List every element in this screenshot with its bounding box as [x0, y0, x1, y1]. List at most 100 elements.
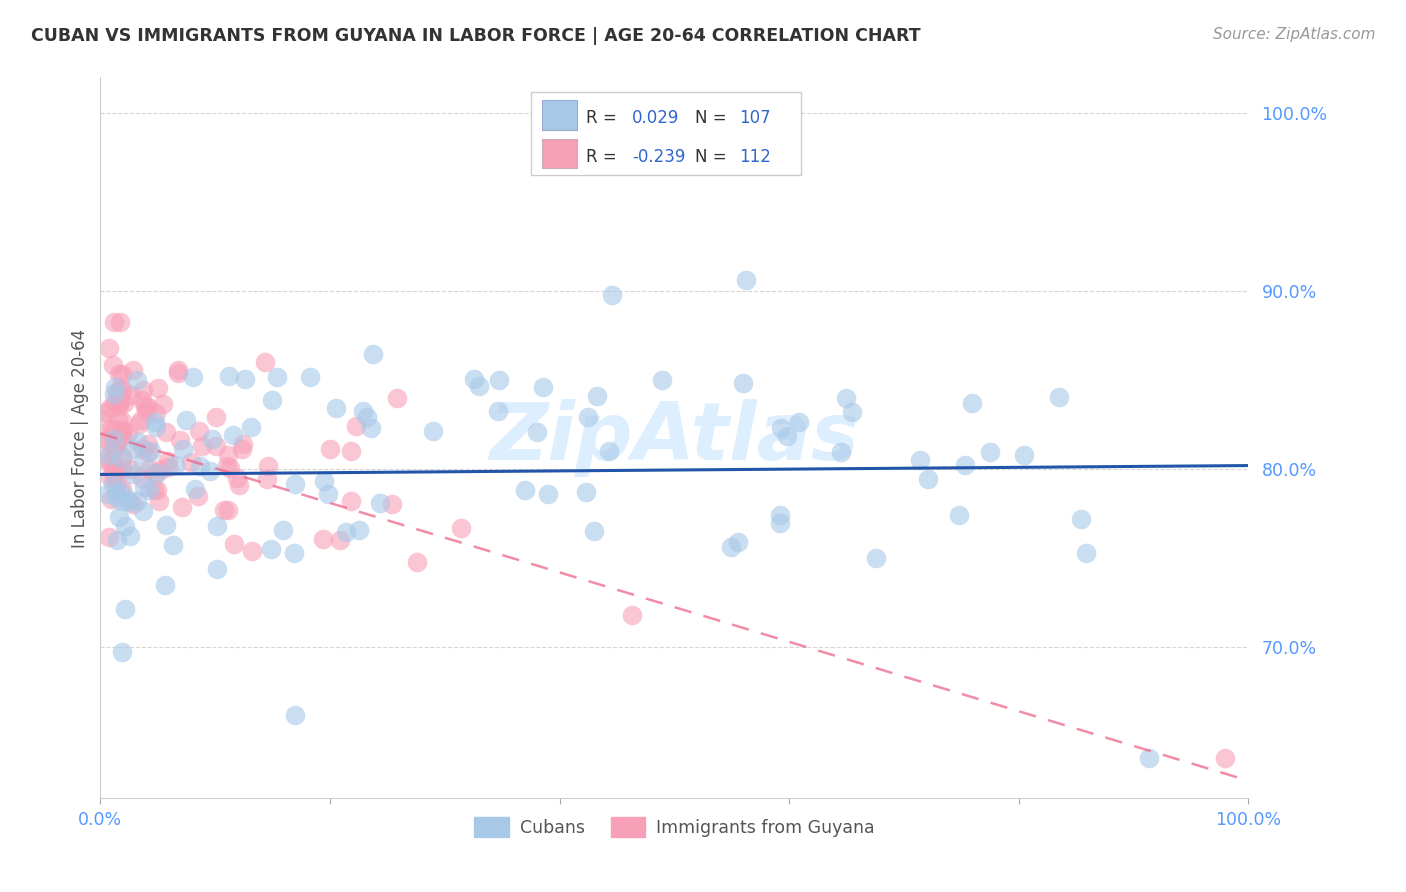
Point	[117, 492, 139, 507]
Point	[103, 315, 125, 329]
Point	[111, 414, 134, 428]
Point	[240, 544, 263, 558]
Text: R =: R =	[586, 110, 621, 128]
Point	[347, 523, 370, 537]
Point	[187, 489, 209, 503]
Point	[121, 467, 143, 481]
Point	[127, 373, 149, 387]
Point	[215, 458, 238, 473]
Point	[112, 396, 135, 410]
Point	[468, 379, 491, 393]
Point	[105, 533, 128, 547]
Point	[167, 367, 190, 381]
Point	[335, 524, 357, 539]
Point	[325, 401, 347, 415]
Point	[118, 529, 141, 543]
Point	[955, 458, 977, 472]
Point	[94, 433, 117, 447]
Point	[960, 395, 983, 409]
Point	[97, 455, 120, 469]
Point	[360, 420, 382, 434]
Point	[352, 403, 374, 417]
Text: 107: 107	[738, 110, 770, 128]
Point	[110, 430, 132, 444]
Text: 112: 112	[738, 147, 770, 166]
Point	[162, 538, 184, 552]
Point	[135, 404, 157, 418]
Point	[188, 424, 211, 438]
Point	[103, 395, 125, 409]
Point	[110, 393, 132, 408]
Point	[93, 450, 115, 465]
Point	[620, 607, 643, 622]
Point	[157, 454, 180, 468]
Point	[651, 373, 673, 387]
Point	[574, 484, 596, 499]
Point	[103, 477, 125, 491]
Point	[450, 521, 472, 535]
Point	[356, 410, 378, 425]
Point	[318, 442, 340, 457]
Point	[96, 432, 118, 446]
Point	[217, 503, 239, 517]
Point	[108, 388, 131, 402]
Point	[720, 541, 742, 555]
Point	[733, 376, 755, 391]
Point	[132, 442, 155, 457]
Point	[114, 602, 136, 616]
Point	[260, 541, 283, 556]
Point	[217, 448, 239, 462]
Point	[122, 363, 145, 377]
Point	[585, 389, 607, 403]
Point	[488, 373, 510, 387]
Point	[105, 475, 128, 490]
Point	[103, 464, 125, 478]
Text: CUBAN VS IMMIGRANTS FROM GUYANA IN LABOR FORCE | AGE 20-64 CORRELATION CHART: CUBAN VS IMMIGRANTS FROM GUYANA IN LABOR…	[31, 27, 921, 45]
Point	[166, 363, 188, 377]
Text: Source: ZipAtlas.com: Source: ZipAtlas.com	[1212, 27, 1375, 42]
Point	[142, 483, 165, 497]
Point	[224, 536, 246, 550]
FancyBboxPatch shape	[543, 138, 576, 169]
Point	[266, 369, 288, 384]
Point	[1215, 750, 1237, 764]
Point	[198, 464, 221, 478]
Point	[94, 405, 117, 419]
Text: 0.029: 0.029	[631, 110, 679, 128]
Point	[184, 483, 207, 497]
Legend: Cubans, Immigrants from Guyana: Cubans, Immigrants from Guyana	[467, 810, 882, 844]
Point	[948, 508, 970, 522]
Point	[207, 562, 229, 576]
Point	[110, 485, 132, 500]
Point	[112, 384, 135, 399]
Point	[865, 551, 887, 566]
Point	[131, 453, 153, 467]
Point	[271, 523, 294, 537]
Point	[153, 578, 176, 592]
Point	[201, 432, 224, 446]
Point	[105, 439, 128, 453]
Point	[105, 384, 128, 399]
Point	[387, 392, 409, 406]
Point	[105, 438, 128, 452]
Point	[231, 442, 253, 457]
Point	[515, 483, 537, 497]
Point	[1012, 448, 1035, 462]
Point	[583, 524, 606, 539]
Point	[110, 315, 132, 329]
Point	[917, 472, 939, 486]
Point	[97, 341, 120, 355]
Point	[163, 458, 186, 472]
Point	[117, 425, 139, 440]
Point	[225, 470, 247, 484]
Point	[101, 458, 124, 473]
Point	[105, 491, 128, 505]
Point	[100, 491, 122, 506]
Point	[104, 423, 127, 437]
Point	[127, 434, 149, 449]
Point	[136, 437, 159, 451]
Point	[146, 466, 169, 480]
Point	[103, 387, 125, 401]
Point	[169, 433, 191, 447]
Point	[787, 416, 810, 430]
